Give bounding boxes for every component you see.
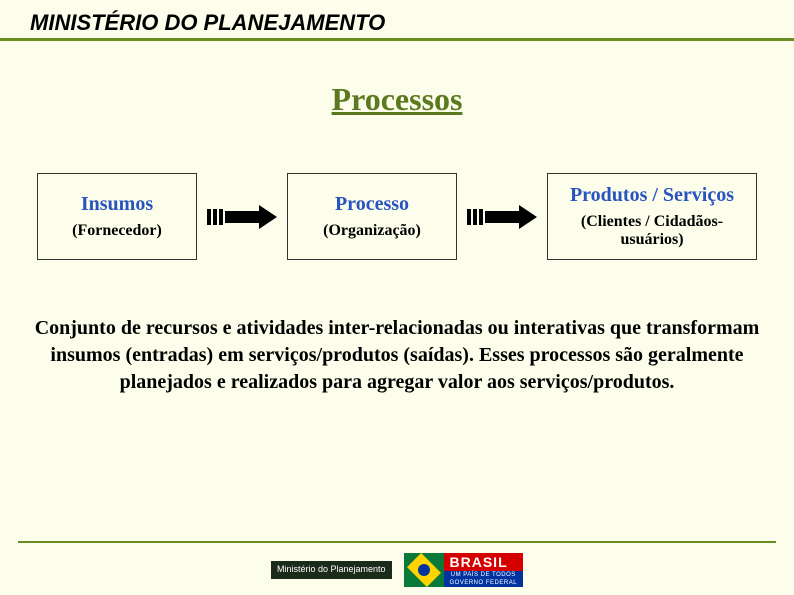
- brasil-label: BRASIL: [444, 553, 524, 571]
- node-title: Produtos / Serviços: [558, 184, 746, 207]
- header: MINISTÉRIO DO PLANEJAMENTO: [0, 0, 794, 41]
- footer-logos: Ministério do Planejamento BRASIL UM PAÍ…: [0, 553, 794, 587]
- brasil-sub1: UM PAÍS DE TODOS: [444, 571, 524, 579]
- node-subtitle: (Organização): [298, 222, 446, 240]
- body-paragraph: Conjunto de recursos e atividades inter-…: [30, 315, 764, 396]
- ministerio-logo-label: Ministério do Planejamento: [277, 564, 386, 574]
- flag-icon: [404, 553, 444, 587]
- arrow-icon: [467, 173, 537, 260]
- node-title: Processo: [298, 193, 446, 216]
- brasil-logo: BRASIL UM PAÍS DE TODOS GOVERNO FEDERAL: [404, 553, 524, 587]
- flow-node-produtos: Produtos / Serviços (Clientes / Cidadãos…: [547, 173, 757, 260]
- flow-node-processo: Processo (Organização): [287, 173, 457, 260]
- node-subtitle: (Fornecedor): [48, 222, 186, 240]
- brasil-sub2: GOVERNO FEDERAL: [444, 579, 524, 587]
- node-title: Insumos: [48, 193, 186, 216]
- brasil-logo-text: BRASIL UM PAÍS DE TODOS GOVERNO FEDERAL: [444, 553, 524, 587]
- page-title: Processos: [0, 81, 794, 118]
- ministerio-logo: Ministério do Planejamento: [271, 561, 392, 579]
- footer-divider: [18, 541, 776, 543]
- header-title: MINISTÉRIO DO PLANEJAMENTO: [30, 10, 794, 36]
- flow-node-insumos: Insumos (Fornecedor): [37, 173, 197, 260]
- flow-diagram: Insumos (Fornecedor) Processo (Organizaç…: [0, 173, 794, 260]
- arrow-icon: [207, 173, 277, 260]
- node-subtitle: (Clientes / Cidadãos-usuários): [558, 213, 746, 249]
